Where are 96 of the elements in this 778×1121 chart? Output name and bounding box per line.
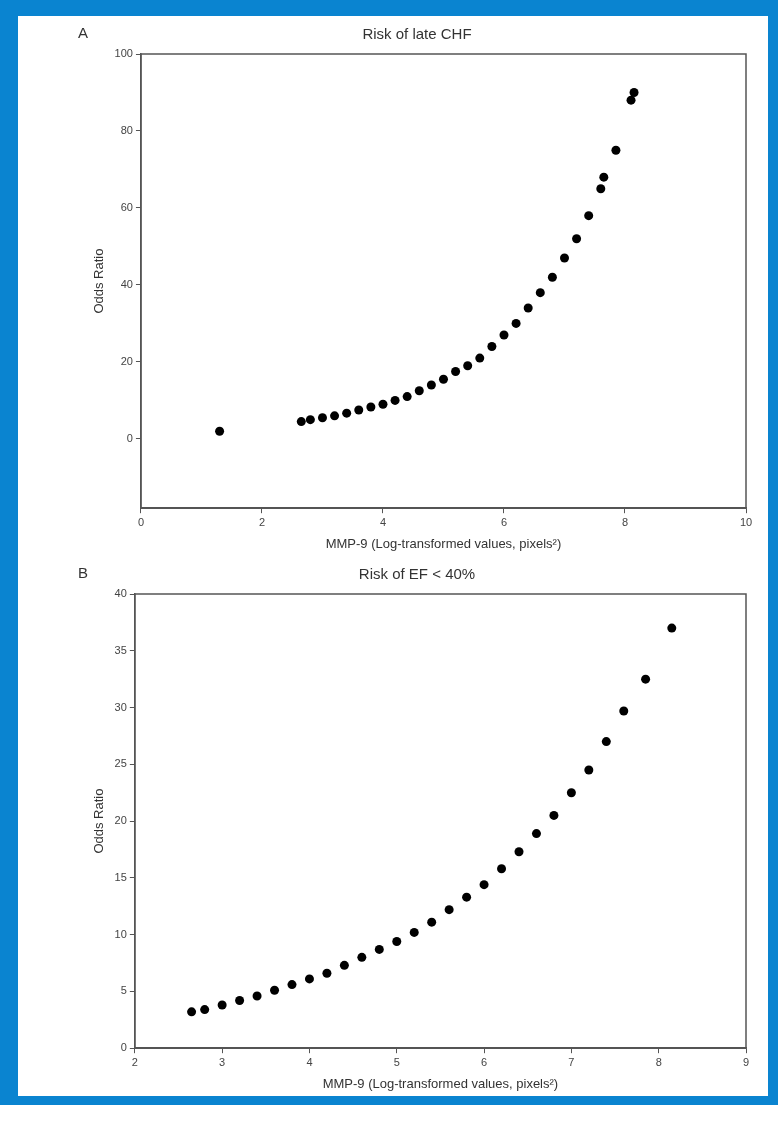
point (217, 1000, 227, 1010)
point (523, 303, 533, 313)
point (566, 788, 576, 798)
y-tick-label: 0 (120, 1041, 127, 1054)
point (641, 674, 651, 684)
point (342, 408, 352, 418)
point (475, 353, 485, 363)
y-tick-label: 20 (120, 354, 133, 367)
y-tick-label: 15 (114, 870, 127, 883)
point (200, 1005, 210, 1015)
x-tick-label: 8 (621, 515, 629, 528)
point (667, 623, 677, 633)
point (463, 361, 473, 371)
x-tick-label: 10 (739, 515, 753, 528)
point (629, 87, 639, 97)
point (330, 411, 340, 421)
text: B (78, 564, 89, 581)
x-tick-label: 2 (258, 515, 266, 528)
point (270, 985, 280, 995)
y-tick-label: 100 (114, 47, 133, 60)
point (499, 330, 509, 340)
point (559, 253, 569, 263)
y-tick-label: 35 (114, 643, 127, 656)
y-tick-label: 40 (120, 277, 133, 290)
point (572, 234, 582, 244)
y-tick-label: 5 (120, 984, 127, 997)
point (215, 426, 225, 436)
x-tick-label: 3 (219, 1055, 226, 1068)
x-tick-label: 0 (137, 515, 145, 528)
y-axis-title: Odds Ratio (91, 248, 107, 314)
x-tick-label: 9 (742, 1055, 750, 1068)
y-axis-title: Odds Ratio (91, 788, 107, 854)
point (596, 184, 606, 194)
y-tick-label: 25 (114, 757, 127, 770)
point (531, 829, 541, 839)
point (322, 968, 332, 978)
x-tick-label: 2 (131, 1055, 138, 1068)
y-tick-label: 60 (120, 201, 133, 213)
point (409, 927, 419, 937)
x-tick-label: 6 (481, 1055, 488, 1068)
x-tick-label: 4 (379, 515, 387, 528)
point (402, 392, 412, 402)
point (451, 367, 461, 377)
point (390, 395, 400, 405)
point (366, 402, 376, 412)
y-tick-label: 40 (114, 587, 127, 600)
point (599, 172, 609, 182)
point (611, 145, 621, 155)
y-tick-label: 20 (114, 814, 127, 827)
point (187, 1007, 197, 1017)
point (354, 405, 364, 415)
point (252, 991, 262, 1001)
point (392, 936, 402, 946)
point (287, 980, 297, 990)
point (497, 864, 507, 874)
y-tick-label: 10 (114, 927, 127, 940)
y-tick-label: 0 (126, 431, 133, 444)
x-tick-label: 5 (393, 1055, 400, 1068)
point (547, 272, 557, 282)
point (619, 706, 629, 716)
point (357, 952, 367, 962)
point (535, 288, 545, 298)
x-tick-label: 4 (306, 1055, 313, 1068)
point (305, 415, 315, 425)
point (626, 95, 636, 105)
point (296, 417, 306, 427)
y-tick-label: 80 (120, 124, 133, 137)
text: A (78, 24, 89, 41)
point (235, 996, 245, 1006)
point (462, 892, 472, 902)
point (339, 960, 349, 970)
x-axis-title: MMP-9 (Log-transformed values, pixels²) (322, 1075, 559, 1091)
y-tick-label: 30 (114, 700, 127, 713)
point (549, 810, 559, 820)
point (511, 318, 521, 328)
point (479, 880, 489, 890)
point (317, 413, 327, 423)
point (601, 737, 611, 747)
point (374, 944, 384, 954)
point (584, 765, 594, 775)
point (304, 974, 314, 984)
point (444, 905, 454, 915)
chart-title: Risk of late CHF (362, 25, 472, 43)
point (378, 399, 388, 409)
chart-title: Risk of EF < 40% (358, 565, 476, 583)
point (584, 211, 594, 221)
point (427, 917, 437, 927)
point (514, 847, 524, 857)
point (487, 342, 497, 352)
x-tick-label: 8 (655, 1055, 662, 1068)
point (438, 374, 448, 384)
point (426, 380, 436, 390)
point (414, 386, 424, 396)
x-axis-title: MMP-9 (Log-transformed values, pixels²) (325, 535, 562, 551)
x-tick-label: 6 (500, 515, 508, 528)
x-tick-label: 7 (568, 1055, 575, 1068)
